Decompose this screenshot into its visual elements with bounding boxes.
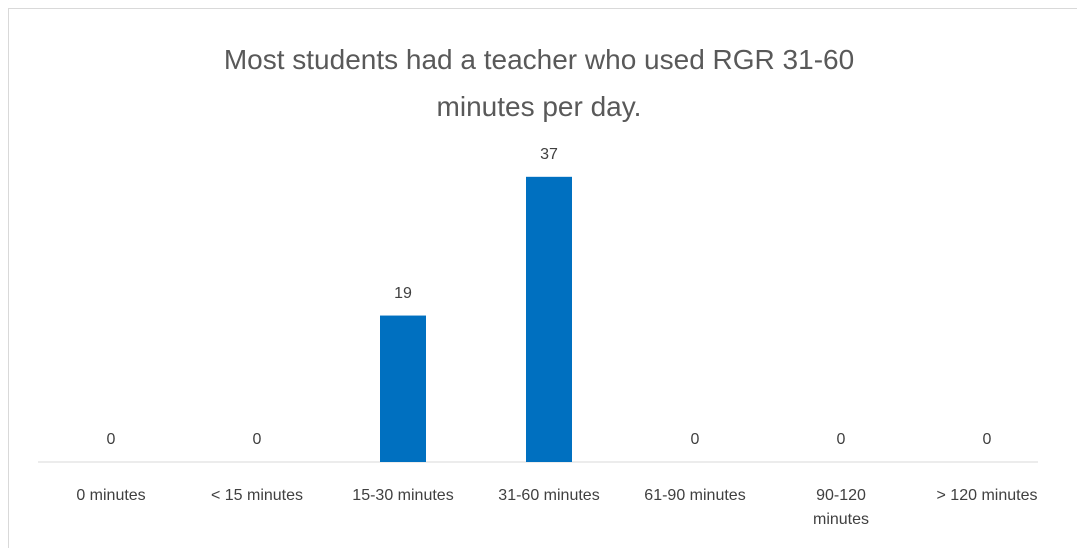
data-label: 37 — [540, 146, 558, 163]
chart-frame — [8, 8, 1077, 548]
data-label: 0 — [983, 431, 992, 448]
data-label: 0 — [253, 431, 262, 448]
chart-title: Most students had a teacher who used RGR… — [223, 44, 855, 122]
bar — [380, 315, 426, 462]
x-tick-label: 90-120 minutes — [812, 487, 870, 528]
x-tick-label: 0 minutes — [76, 487, 146, 504]
x-tick-label: 61-90 minutes — [644, 487, 746, 504]
x-tick-label: < 15 minutes — [210, 487, 304, 504]
data-label: 19 — [394, 285, 412, 302]
data-label: 0 — [837, 431, 846, 448]
x-tick-label: > 120 minutes — [936, 487, 1038, 504]
data-label: 0 — [691, 431, 700, 448]
data-label: 0 — [107, 431, 116, 448]
x-tick-label: 31-60 minutes — [498, 487, 600, 504]
bar — [526, 176, 572, 462]
x-tick-label: 15-30 minutes — [352, 487, 454, 504]
